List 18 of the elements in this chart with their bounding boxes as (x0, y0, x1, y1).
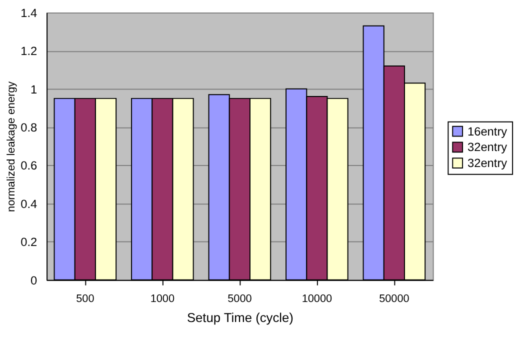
legend-label: 32entry (467, 140, 508, 154)
x-tick-label: 5000 (228, 293, 252, 306)
y-axis-title: normalized leakage energy (6, 80, 18, 212)
y-tick-label: 1.2 (20, 44, 38, 58)
legend-label: 16entry (467, 124, 508, 138)
legend-label: 32entry (467, 156, 508, 170)
y-tick-label: 1.4 (20, 6, 38, 20)
x-tick-label: 1000 (150, 293, 175, 306)
y-tick-label: 0.8 (20, 120, 38, 135)
y-tick-label: 0.2 (20, 235, 38, 250)
y-tick-label: 1 (30, 82, 38, 96)
x-tick-label: 10000 (302, 293, 332, 306)
y-tick-label: 0.4 (20, 196, 38, 211)
x-tick-label: 50000 (379, 293, 410, 306)
y-tick-label: 0.6 (20, 158, 38, 173)
y-tick-label: 0 (30, 273, 38, 288)
x-tick-label: 500 (76, 293, 94, 306)
x-axis-title: Setup Time (cycle) (186, 310, 294, 325)
